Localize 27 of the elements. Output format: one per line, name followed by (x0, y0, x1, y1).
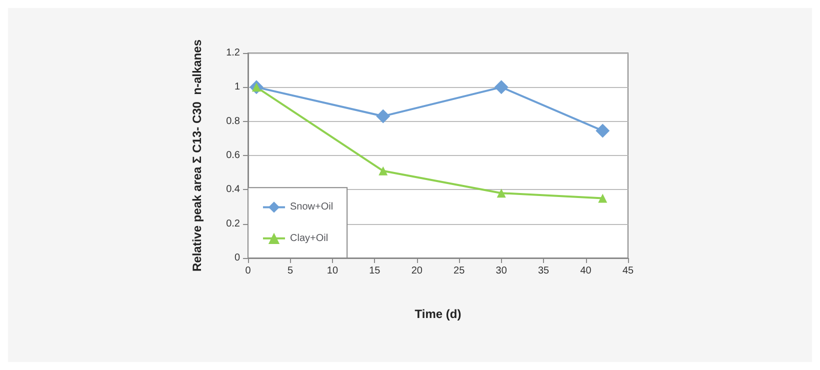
y-tick-label: 0.4 (226, 184, 240, 196)
point (376, 109, 390, 124)
y-tick-label: 0.2 (226, 218, 240, 230)
x-tick-label: 10 (326, 266, 338, 276)
point (494, 80, 508, 94)
x-tick-label: 35 (538, 266, 550, 276)
x-tick-label: 45 (622, 266, 634, 276)
y-tick-label: 0.6 (226, 150, 240, 161)
x-tick-label: 5 (287, 266, 294, 276)
y-axis-title: Relative peak area Σ C13- C30 n-alkanes (190, 39, 204, 272)
x-tick-label: 30 (496, 266, 508, 276)
x-axis-title: Time (d) (414, 307, 462, 321)
point (496, 188, 506, 198)
x-tick-label: 15 (369, 266, 381, 276)
y-tick-label: 0.8 (226, 116, 240, 127)
y-tick-label: 1 (234, 82, 240, 93)
point (598, 194, 608, 203)
y-tick-label: 0 (234, 252, 240, 264)
point (378, 166, 388, 176)
x-tick-label: 40 (580, 266, 592, 276)
x-tick-label: 0 (245, 266, 252, 276)
x-tick-label: 25 (454, 266, 466, 276)
legend-label: Clay+Oil (290, 232, 328, 244)
legend-label: Snow+Oil (290, 202, 334, 213)
x-tick-label: 20 (411, 266, 423, 276)
y-tick-label: 1.2 (226, 48, 240, 58)
point (596, 124, 610, 138)
